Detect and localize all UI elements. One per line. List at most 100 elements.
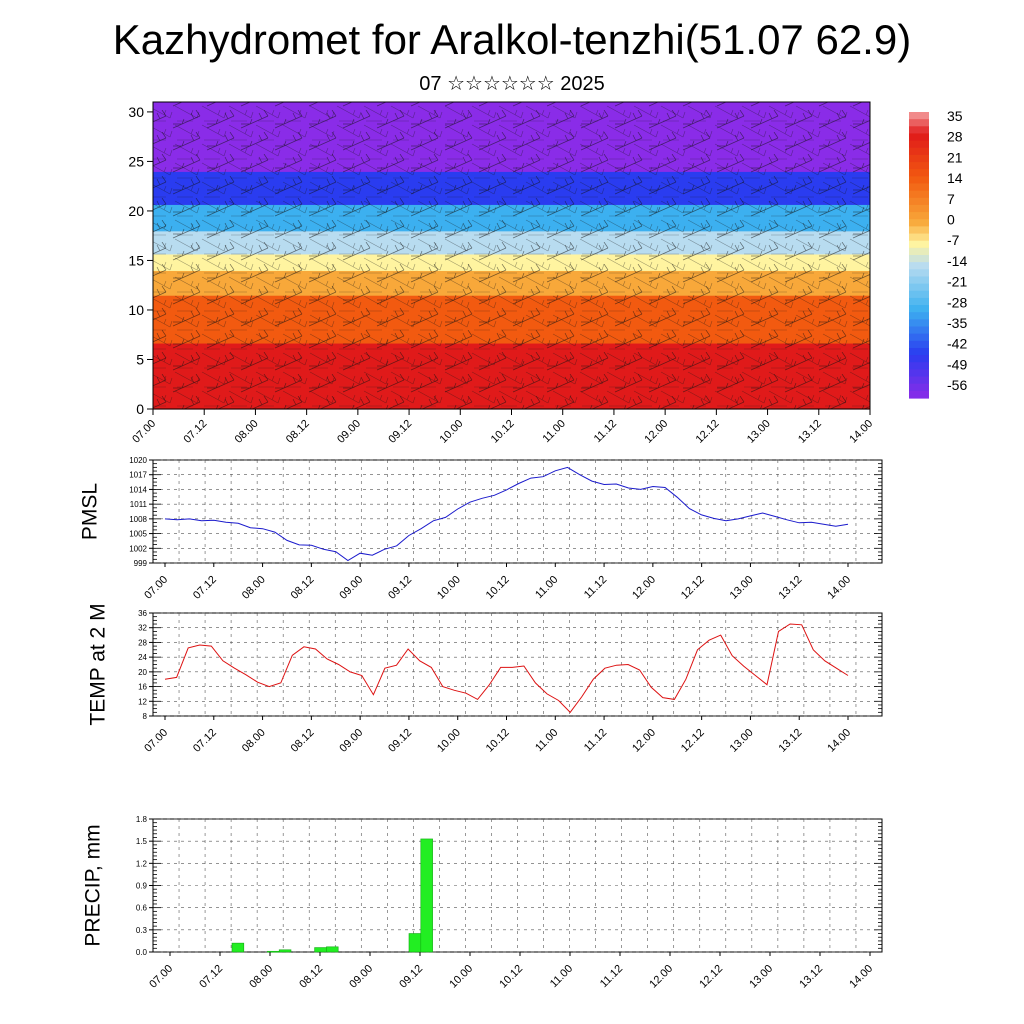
y-tick-label: 5 <box>136 351 144 367</box>
x-tick-label: 11.00 <box>533 727 560 754</box>
colorbar-swatch <box>909 255 929 263</box>
colorbar-swatch <box>909 383 929 392</box>
y-tick-label: 15 <box>128 252 144 268</box>
precipitation-panel: 0.0 0.3 0.6 0.9 1.2 1.5 1.8 07.00 07.12 08.00 08.1… <box>82 815 883 991</box>
colorbar-swatch <box>909 147 929 156</box>
colorbar-swatch <box>909 369 929 378</box>
x-tick-label: 09.00 <box>337 574 365 602</box>
x-tick-label: 13.12 <box>776 727 804 755</box>
colorbar-label: 21 <box>947 149 963 165</box>
x-tick-label: 12.00 <box>642 418 670 446</box>
colorbar-swatch <box>909 362 929 370</box>
y-tick-label: 0.3 <box>136 926 148 935</box>
x-tick-label: 13.00 <box>745 418 773 446</box>
x-tick-label: 10.12 <box>484 727 512 755</box>
chart-title: Kazhydromet for Aralkol-tenzhi(51.07 62.… <box>112 16 912 63</box>
colorbar-swatch <box>909 297 929 306</box>
x-tick-label: 07.12 <box>181 418 209 446</box>
x-tick-label: 14.00 <box>847 418 875 446</box>
y-tick-label: 1011 <box>130 500 148 509</box>
x-tick-label: 13.00 <box>728 727 756 755</box>
x-tick-label: 11.00 <box>548 963 575 990</box>
x-tick-label: 09.12 <box>386 418 414 446</box>
colorbar-swatch <box>909 347 929 356</box>
data-line <box>164 623 849 714</box>
y-tick-label: 20 <box>128 203 144 219</box>
temperature-panel: 8 12 16 20 24 28 32 36 07.00 07.12 08.00 08.12 09.00… <box>87 603 883 755</box>
y-tick-label: 1.2 <box>136 859 148 868</box>
colorbar-swatch <box>909 312 929 320</box>
x-tick-label: 07.12 <box>197 963 225 991</box>
y-axis-label: TEMP at 2 M <box>87 603 110 725</box>
x-tick-label: 11.00 <box>541 418 568 445</box>
precip-bar <box>267 950 280 953</box>
x-tick-label: 14.00 <box>825 727 853 755</box>
x-tick-label: 10.00 <box>438 418 466 446</box>
colorbar-swatch <box>909 162 929 170</box>
cross-section-panel: 0 5 10 15 20 25 30 07.00 07.12 08.00 08.12 09.00 09.… <box>128 101 875 446</box>
colorbar-swatch <box>909 240 929 249</box>
colorbar-swatch <box>909 333 929 342</box>
y-tick-label: 20 <box>138 668 147 677</box>
colorbar-swatch <box>909 269 929 278</box>
x-tick-label: 08.12 <box>289 574 317 602</box>
x-tick-label: 12.12 <box>694 418 722 446</box>
colorbar-swatch <box>909 290 929 299</box>
colorbar-label: 7 <box>947 191 955 207</box>
x-tick-label: 11.12 <box>598 963 625 990</box>
colorbar-swatch <box>909 190 929 199</box>
colorbar-label: -7 <box>947 232 960 248</box>
colorbar-swatch <box>909 112 929 120</box>
precip-bar <box>231 942 245 953</box>
y-tick-label: 1020 <box>129 456 147 465</box>
x-tick-label: 12.12 <box>679 727 707 755</box>
x-tick-label: 11.12 <box>582 727 609 754</box>
colorbar-swatch <box>909 204 929 213</box>
colorbar-label: -28 <box>947 294 967 310</box>
x-tick-label: 09.12 <box>386 574 414 602</box>
x-tick-label: 12.12 <box>679 574 707 602</box>
x-tick-label: 07.00 <box>142 574 170 602</box>
y-tick-label: 1017 <box>129 471 147 480</box>
x-tick-label: 07.12 <box>191 574 219 602</box>
x-tick-label: 09.00 <box>347 963 375 991</box>
colorbar-swatch <box>909 283 929 292</box>
colorbar-swatch <box>909 133 929 142</box>
colorbar-swatch <box>909 355 929 363</box>
x-tick-label: 07.00 <box>130 418 158 446</box>
x-tick-label: 08.00 <box>240 727 268 755</box>
colorbar-label: -42 <box>947 336 967 352</box>
x-tick-label: 10.00 <box>435 574 463 602</box>
chart-subtitle: 07 ☆☆☆☆☆☆ 2025 <box>419 73 605 95</box>
precip-bar <box>278 949 292 953</box>
y-tick-label: 0.0 <box>136 948 148 957</box>
x-tick-label: 08.12 <box>289 727 317 755</box>
x-tick-label: 10.12 <box>484 574 512 602</box>
x-tick-label: 13.12 <box>796 418 824 446</box>
x-tick-label: 08.12 <box>297 963 325 991</box>
colorbar-swatch <box>909 169 929 177</box>
x-tick-label: 08.12 <box>284 418 312 446</box>
colorbar-swatch <box>909 154 929 163</box>
colorbar: 35 28 21 14 7 0 -7 -14 -21 -28 -35 -42 -49 -56 <box>909 108 967 399</box>
y-tick-label: 32 <box>138 624 147 633</box>
colorbar-swatch <box>909 119 929 127</box>
wind-barbs <box>153 102 870 409</box>
colorbar-label: -56 <box>947 377 967 393</box>
data-line <box>164 466 849 562</box>
precip-bar <box>408 933 422 953</box>
x-tick-label: 13.12 <box>797 963 825 991</box>
y-tick-label: 12 <box>138 697 147 706</box>
y-tick-label: 1.5 <box>136 837 148 846</box>
x-tick-label: 09.12 <box>397 963 425 991</box>
x-tick-label: 10.12 <box>489 418 517 446</box>
precip-bar <box>326 946 339 953</box>
y-tick-label: 28 <box>138 638 147 647</box>
x-tick-label: 11.12 <box>592 418 619 445</box>
y-tick-label: 36 <box>138 609 147 618</box>
y-axis-label: PMSL <box>79 483 102 540</box>
x-tick-label: 12.00 <box>630 574 658 602</box>
x-tick-label: 09.00 <box>337 727 365 755</box>
y-tick-label: 16 <box>138 683 147 692</box>
